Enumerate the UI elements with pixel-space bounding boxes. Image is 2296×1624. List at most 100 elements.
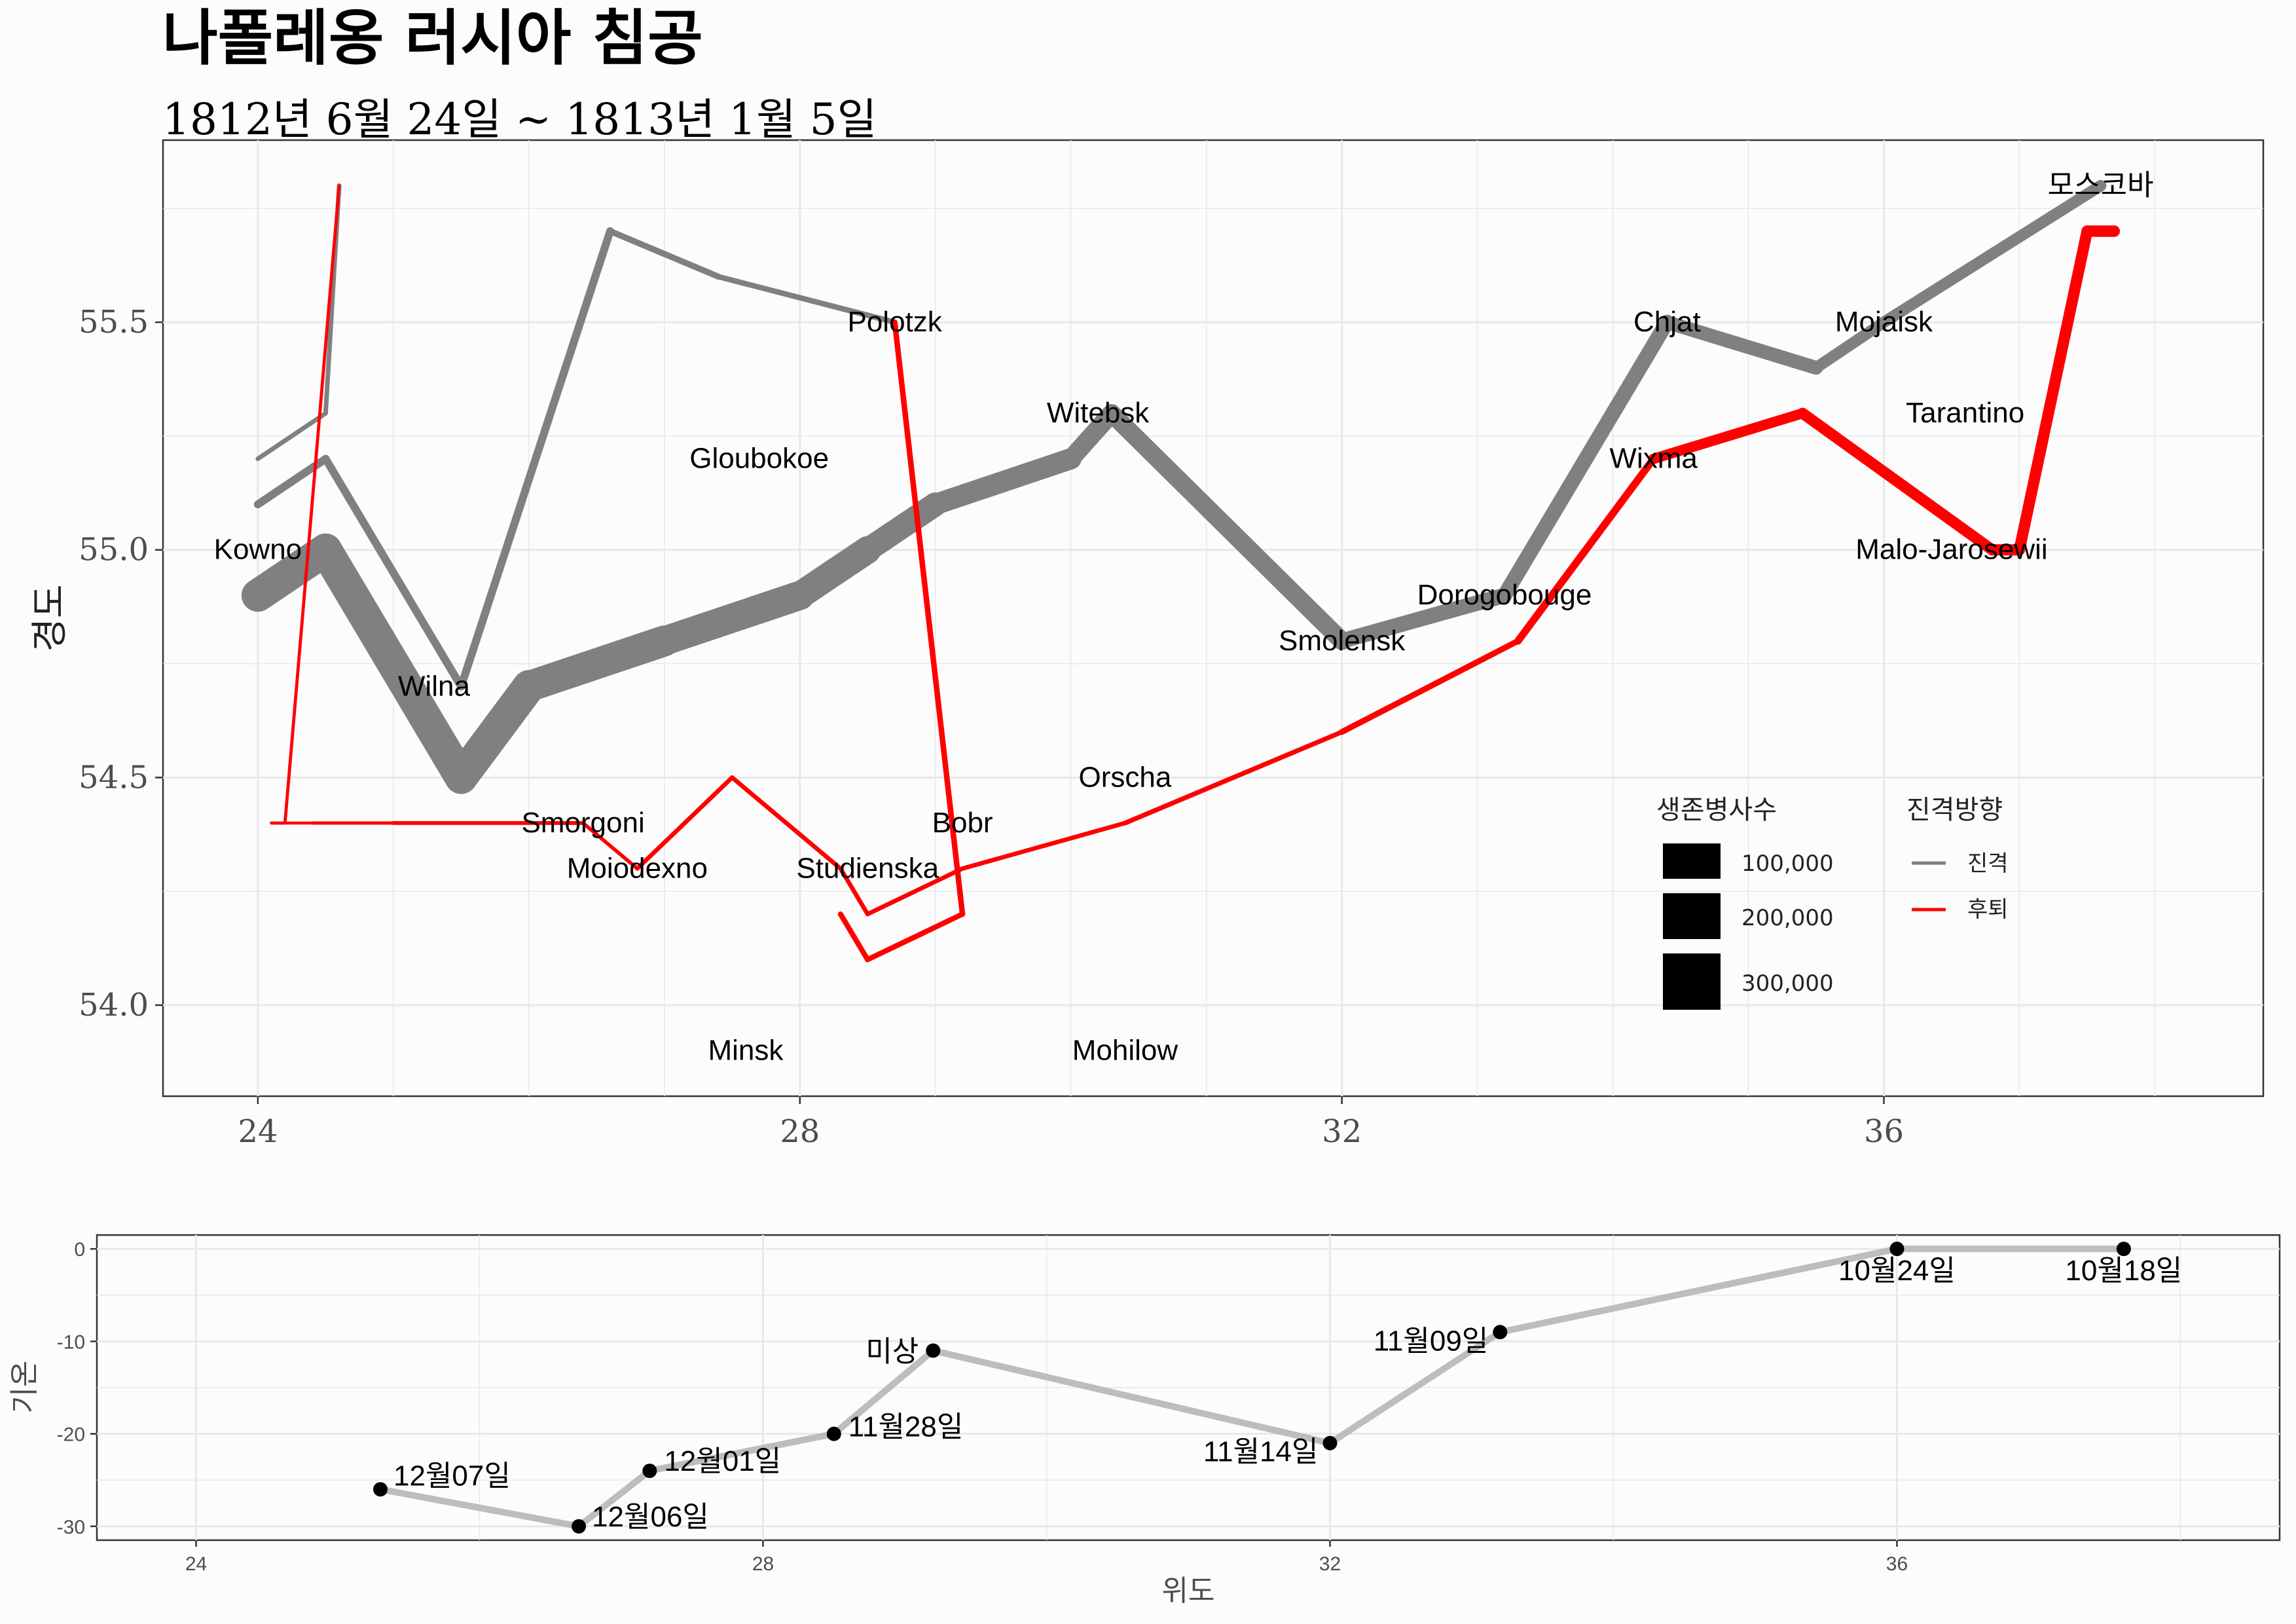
advance-segment — [445, 670, 545, 794]
city-label: Dorogobouge — [1417, 579, 1592, 611]
city-label: Minsk — [708, 1034, 784, 1066]
city-label: Polotzk — [847, 306, 942, 338]
legend-size-title: 생존병사수 — [1656, 795, 1777, 825]
city-label: Smorgoni — [521, 807, 644, 839]
advance-segment — [1660, 315, 1823, 375]
advance-segment — [321, 454, 465, 691]
temperature-date-label: 12월07일 — [393, 1460, 511, 1492]
legend-direction-label-retreat: 후퇴 — [1967, 896, 2009, 923]
temperature-point — [572, 1519, 587, 1534]
retreat-segment — [865, 911, 966, 963]
march-x-tick-label: 28 — [780, 1113, 820, 1150]
advance-segment — [457, 227, 615, 691]
city-label: Witebsk — [1047, 397, 1150, 429]
march-y-tick-label: 55.0 — [79, 532, 149, 568]
temperature-x-tick-label: 32 — [1319, 1553, 1341, 1575]
city-label: Bobr — [932, 807, 993, 839]
legend-size-key-300k — [1663, 953, 1721, 1010]
temperature-line: 10월18일 10월24일 11월09일 11월14일 미상 11월28일 12월01일 12… — [373, 1242, 2182, 1534]
advance-segment — [309, 533, 478, 794]
city-label: Kowno — [214, 534, 302, 566]
legend-direction-title: 진격방향 — [1906, 795, 2003, 825]
temperature-panel: 10월18일 10월24일 11월09일 11월14일 미상 11월28일 12월01일 12… — [9, 1234, 2281, 1607]
advance-segment — [513, 625, 680, 702]
legend: 생존병사수 100,000 200,000 300,000 진격방향 진격 후퇴 — [1656, 795, 2009, 1010]
retreat-segment — [1648, 408, 1808, 464]
chart-subtitle: 1812년 6월 24일 ~ 1813년 1월 5일 — [162, 94, 877, 145]
retreat-segment — [865, 866, 965, 917]
march-y-tick-label: 54.0 — [79, 987, 149, 1024]
city-label: Mojaisk — [1835, 306, 1933, 338]
advance-segment — [1102, 404, 1351, 650]
retreat-segment — [838, 866, 870, 917]
temperature-point — [1889, 1242, 1904, 1257]
legend-direction-label-advance: 진격 — [1967, 851, 2009, 877]
legend-size-label-100k: 100,000 — [1741, 851, 1834, 877]
city-label: 모스코바 — [2048, 170, 2154, 202]
advance-segment — [649, 580, 815, 656]
city-label: Wixma — [1609, 443, 1698, 475]
advance-segment — [924, 448, 1082, 515]
advance-segment — [786, 536, 882, 610]
city-label: Gloubokoe — [689, 443, 829, 475]
march-gridlines — [163, 140, 2263, 1096]
temperature-point — [926, 1343, 941, 1358]
city-label: Orscha — [1079, 761, 1172, 793]
temperature-point — [642, 1464, 657, 1479]
temperature-x-tick-label: 24 — [185, 1553, 207, 1575]
march-x-tick-label: 24 — [238, 1113, 278, 1150]
advance-segment — [1334, 587, 1512, 649]
chart-title: 나폴레옹 러시아 침공 — [162, 3, 703, 73]
retreat-segment — [2013, 225, 2093, 556]
retreat-segment — [1796, 407, 1998, 556]
retreat-segment — [1514, 454, 1658, 645]
temperature-date-label: 11월28일 — [848, 1411, 964, 1443]
advance-segment — [607, 228, 722, 280]
retreat-segment — [837, 911, 871, 963]
temperature-y-tick-label: -10 — [57, 1331, 85, 1353]
retreat-segment — [635, 775, 735, 871]
march-x-tick-label: 32 — [1322, 1113, 1362, 1150]
march-y-tick-label: 54.5 — [79, 759, 149, 796]
temperature-date-label: 12월06일 — [592, 1501, 709, 1533]
city-label: Smolensk — [1279, 625, 1406, 657]
retreat-segment — [1122, 729, 1345, 826]
advance-segment — [716, 274, 898, 325]
temperature-date-label: 11월14일 — [1203, 1436, 1319, 1468]
city-label: Malo-Jarosewii — [1855, 534, 2047, 566]
march-x-ticks: 24 28 32 36 — [238, 1096, 1904, 1150]
legend-size-key-200k — [1663, 893, 1721, 939]
march-y-ticks: 54.0 54.5 55.0 55.5 — [79, 304, 163, 1024]
retreat-segment — [729, 775, 843, 871]
temperature-y-axis-label: 기온 — [9, 1361, 41, 1414]
advance-segment — [1061, 403, 1121, 468]
legend-size-label-200k: 200,000 — [1741, 905, 1834, 931]
temperature-y-ticks: 0 -10 -20 -30 — [57, 1239, 97, 1538]
city-label: Studienska — [796, 852, 939, 884]
advance-segment — [1497, 314, 1675, 603]
march-x-tick-label: 36 — [1864, 1113, 1904, 1150]
temperature-y-tick-label: -30 — [57, 1517, 85, 1538]
advance-segment — [1878, 179, 2107, 328]
march-y-tick-label: 55.5 — [79, 304, 149, 341]
temperature-y-tick-label: 0 — [74, 1239, 85, 1261]
retreat-segment — [581, 821, 640, 871]
city-label: Wilna — [398, 670, 471, 702]
retreat-segment — [960, 821, 1127, 871]
retreat-segment — [892, 319, 966, 917]
temperature-point — [826, 1426, 841, 1441]
temperature-x-tick-label: 36 — [1886, 1553, 1908, 1575]
temperature-y-tick-label: -20 — [57, 1424, 85, 1446]
temperature-date-label: 미상 — [866, 1336, 919, 1368]
temperature-date-label: 12월01일 — [664, 1445, 781, 1477]
city-label: Chjat — [1633, 306, 1701, 338]
temperature-x-tick-label: 28 — [752, 1553, 774, 1575]
advance-segment — [255, 411, 328, 462]
legend-size-key-100k — [1663, 843, 1721, 879]
march-y-axis-label: 경도 — [29, 584, 71, 652]
temperature-point — [1493, 1325, 1508, 1340]
temperature-point — [1322, 1435, 1338, 1450]
march-paths — [241, 179, 2121, 963]
temperature-date-label: 10월18일 — [2065, 1255, 2182, 1287]
